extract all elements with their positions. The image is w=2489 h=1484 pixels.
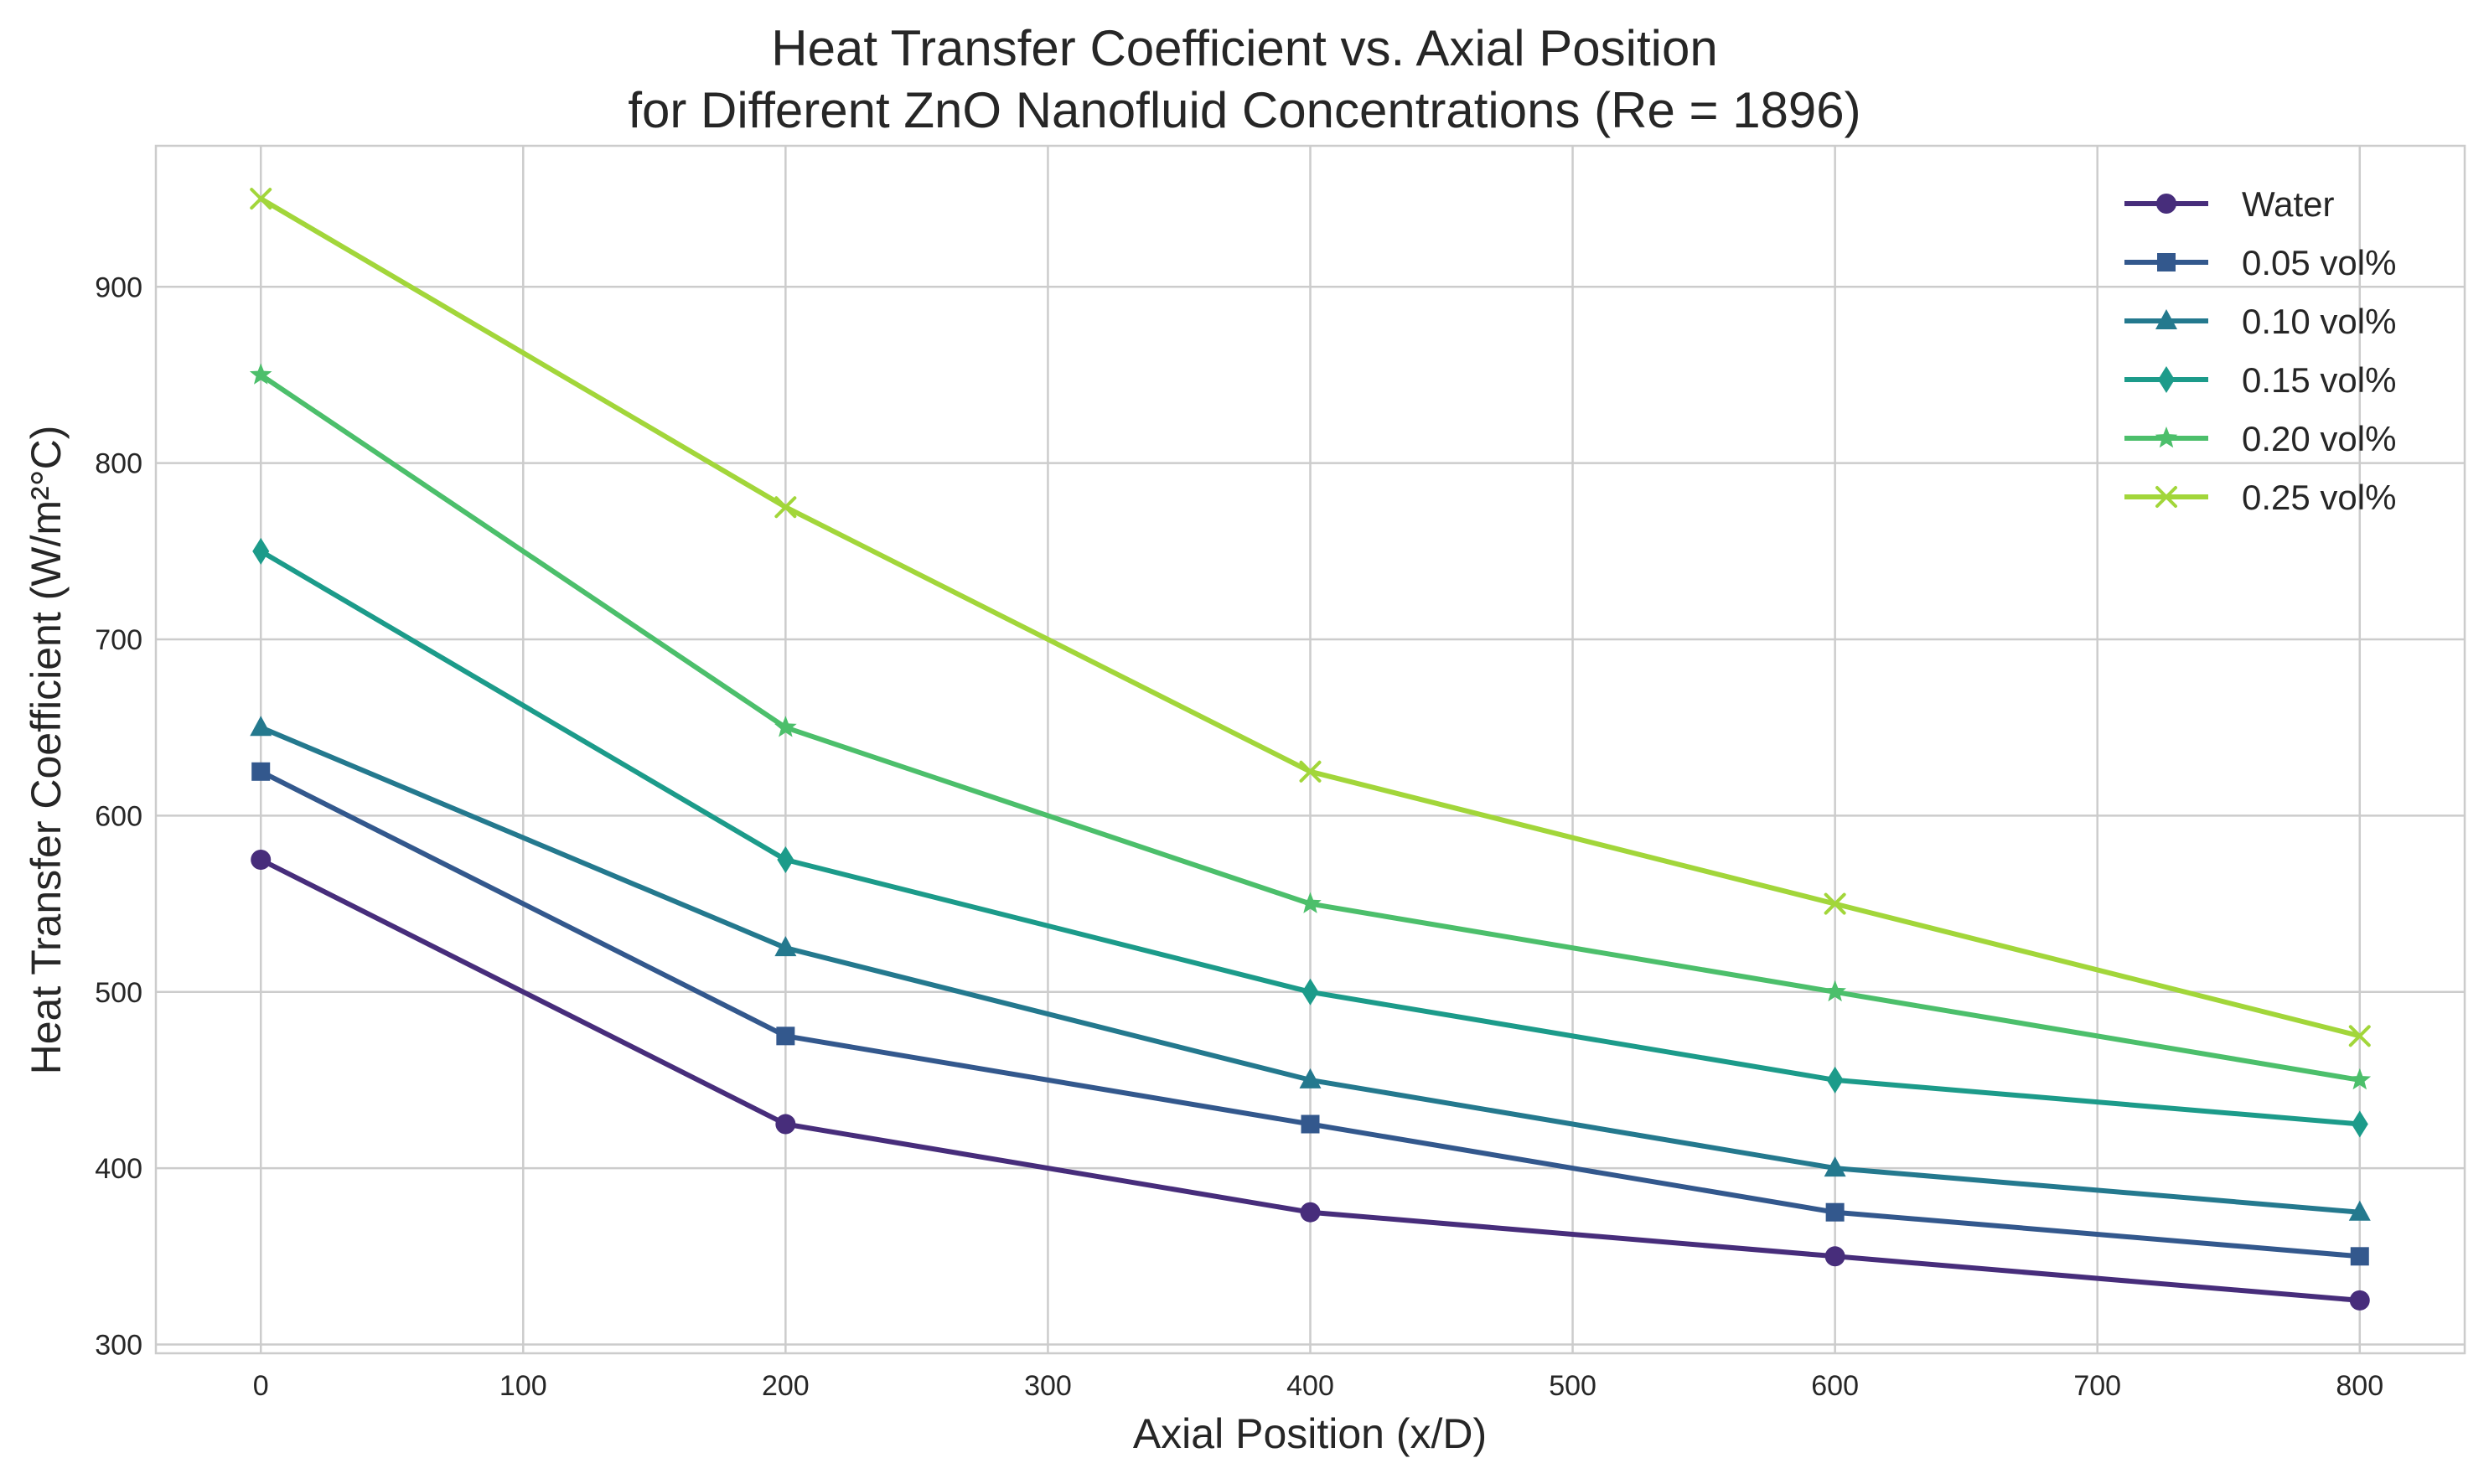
x-tick-label: 300 xyxy=(1024,1370,1072,1402)
y-tick-label: 600 xyxy=(95,800,142,832)
legend-label: 0.25 vol% xyxy=(2242,478,2396,517)
data-point xyxy=(2350,1247,2369,1266)
series-3 xyxy=(252,537,2368,1138)
legend-item: 0.15 vol% xyxy=(2124,360,2396,400)
chart-title-line-1: Heat Transfer Coefficient vs. Axial Posi… xyxy=(771,20,1717,76)
series-5 xyxy=(250,188,2371,1047)
data-point xyxy=(2348,1200,2371,1221)
data-point xyxy=(775,1114,796,1135)
x-tick-label: 400 xyxy=(1286,1370,1334,1402)
series-0 xyxy=(251,849,2370,1311)
legend-marker xyxy=(2155,309,2177,329)
y-tick-label: 700 xyxy=(95,624,142,656)
legend-label: 0.20 vol% xyxy=(2242,419,2396,458)
series-1 xyxy=(251,762,2369,1266)
data-point xyxy=(774,716,797,737)
legend-marker xyxy=(2158,366,2175,393)
series-4 xyxy=(249,363,2372,1090)
data-point xyxy=(777,845,794,873)
legend-item: 0.25 vol% xyxy=(2124,478,2396,517)
x-tick-label: 200 xyxy=(762,1370,810,1402)
data-point xyxy=(1825,1202,1845,1222)
data-point xyxy=(250,188,272,210)
data-point xyxy=(776,1026,795,1046)
y-tick-label: 500 xyxy=(95,977,142,1009)
legend-label: 0.10 vol% xyxy=(2242,302,2396,341)
data-point xyxy=(1300,1202,1321,1223)
x-tick-label: 500 xyxy=(1549,1370,1596,1402)
y-tick-label: 300 xyxy=(95,1329,142,1361)
legend-label: Water xyxy=(2242,184,2334,224)
grid xyxy=(156,146,2465,1353)
data-point xyxy=(1824,1246,1845,1267)
legend-item: Water xyxy=(2124,184,2334,224)
data-point xyxy=(252,537,270,565)
data-point xyxy=(1824,892,1846,915)
y-tick-label: 400 xyxy=(95,1153,142,1185)
series-2 xyxy=(250,716,2371,1221)
data-point xyxy=(1301,1114,1320,1134)
data-point xyxy=(2348,1068,2372,1090)
legend-marker xyxy=(2155,427,2178,448)
y-tick-label: 900 xyxy=(95,271,142,303)
data-point xyxy=(774,936,797,957)
x-tick-label: 0 xyxy=(253,1370,269,1402)
data-point xyxy=(2348,1025,2371,1047)
x-tick-label: 800 xyxy=(2336,1370,2383,1402)
chart-title-line-2: for Different ZnO Nanofluid Concentratio… xyxy=(628,82,1860,138)
legend-label: 0.15 vol% xyxy=(2242,360,2396,400)
data-point xyxy=(251,762,271,781)
data-point xyxy=(1824,980,1846,1002)
data-point xyxy=(250,716,272,737)
legend-label: 0.05 vol% xyxy=(2242,243,2396,282)
legend-marker xyxy=(2157,253,2176,271)
x-tick-label: 700 xyxy=(2073,1370,2121,1402)
x-tick-label: 600 xyxy=(1811,1370,1859,1402)
data-point xyxy=(2349,1290,2370,1311)
data-point xyxy=(1299,1068,1322,1088)
data-point xyxy=(1299,892,1322,913)
x-tick-label: 100 xyxy=(499,1370,547,1402)
data-point xyxy=(1301,978,1319,1006)
data-point xyxy=(1299,760,1322,783)
plot-frame xyxy=(154,144,2466,1355)
y-axis-label: Heat Transfer Coefficient (W/m²°C) xyxy=(23,426,70,1075)
tick-labels: 0 100 200 300 400 500 600 700 800 300 400 500 600 700… xyxy=(95,271,2383,1402)
legend-item: 0.05 vol% xyxy=(2124,243,2396,282)
legend-item: 0.20 vol% xyxy=(2124,419,2396,458)
data-point xyxy=(251,849,272,870)
data-point xyxy=(774,496,797,519)
series-group xyxy=(249,188,2372,1311)
data-point xyxy=(249,363,272,385)
data-point xyxy=(1826,1066,1844,1094)
data-point xyxy=(2351,1110,2368,1138)
legend-marker xyxy=(2156,194,2176,214)
data-point xyxy=(1824,1156,1846,1177)
y-tick-label: 800 xyxy=(95,448,142,480)
legend-marker xyxy=(2155,486,2177,508)
legend: Water 0.05 vol% 0.10 vol% 0.15 vol% 0.20 vol… xyxy=(2124,184,2396,517)
x-axis-label: Axial Position (x/D) xyxy=(1133,1410,1487,1457)
legend-item: 0.10 vol% xyxy=(2124,302,2396,341)
